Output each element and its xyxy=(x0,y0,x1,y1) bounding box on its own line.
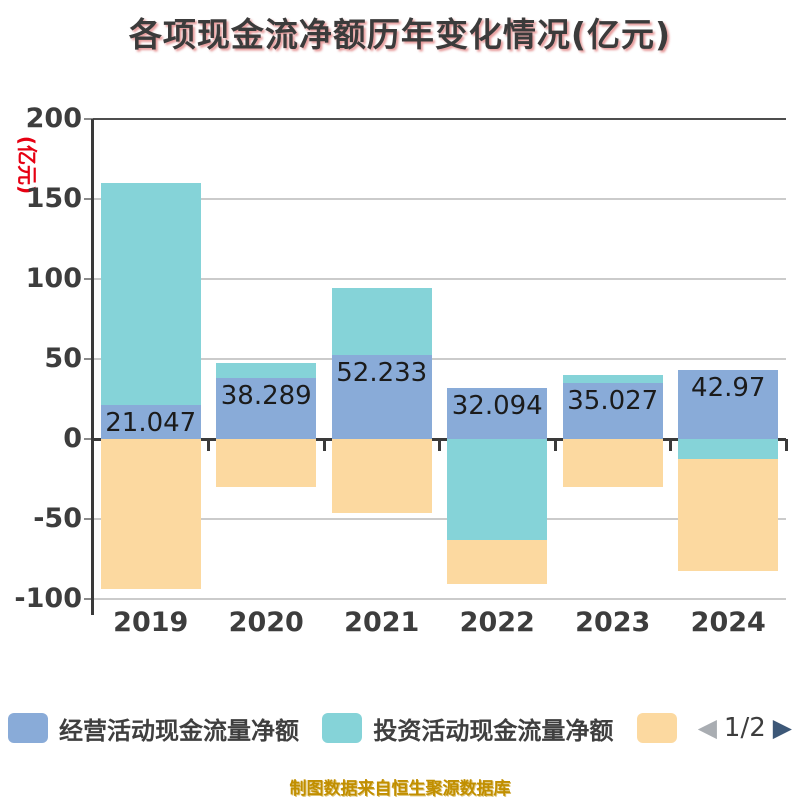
zero-line-tick-4 xyxy=(553,439,557,451)
bar-value-label-2022: 32.094 xyxy=(451,390,543,421)
zero-line-tick-6 xyxy=(784,439,788,451)
bar-segment-2023-series2 xyxy=(562,439,663,487)
zero-line-tick-1 xyxy=(207,439,210,451)
y-tick-label-200: 200 xyxy=(25,103,82,134)
y-tick-label-0: 0 xyxy=(63,423,82,454)
y-tick-200 xyxy=(84,118,93,120)
legend-swatch-investing xyxy=(322,713,363,743)
bar-segment-2023-series1 xyxy=(562,374,663,383)
y-tick-100 xyxy=(84,278,93,280)
legend-swatch-page2 xyxy=(636,713,677,743)
bar-segment-2024-series1 xyxy=(678,439,779,459)
bar-segment-2020-series2 xyxy=(216,439,317,487)
bar-segment-2022-series1 xyxy=(447,439,548,540)
bar-segment-2022-series2 xyxy=(447,539,548,584)
y-tick-150 xyxy=(84,198,93,200)
zero-line-tick-2 xyxy=(322,439,326,451)
legend: 经营活动现金流量净额 投资活动现金流量净额 ◀ 1/2 ▶ xyxy=(0,710,800,746)
bar-value-label-2019: 21.047 xyxy=(105,408,197,439)
legend-swatch-operating xyxy=(8,713,48,743)
legend-item-investing[interactable]: 投资活动现金流量净额 xyxy=(322,711,613,746)
zero-line-tick-3 xyxy=(438,439,441,451)
y-tick--100 xyxy=(84,598,93,600)
y-tick-label-100: 100 xyxy=(25,263,82,294)
bar-segment-2019-series2 xyxy=(100,439,201,589)
bar-segment-2019-series0 xyxy=(100,405,201,439)
y-tick--50 xyxy=(84,518,93,520)
footer-credit: 制图数据来自恒生聚源数据库 xyxy=(289,779,511,799)
y-axis-spine xyxy=(91,119,94,615)
bar-value-label-2021: 52.233 xyxy=(336,358,428,389)
x-axis-label-2019: 2019 xyxy=(113,607,189,638)
bar-segment-2020-series0 xyxy=(216,377,317,439)
y-tick-label--50: -50 xyxy=(33,503,82,534)
bar-segment-2022-series0 xyxy=(447,387,548,439)
gridline-100 xyxy=(93,278,786,280)
legend-pager: ◀ 1/2 ▶ xyxy=(698,713,792,743)
bar-value-label-2023: 35.027 xyxy=(567,385,659,416)
bar-segment-2024-series2 xyxy=(678,458,779,571)
legend-prev-arrow-icon[interactable]: ◀ xyxy=(697,713,717,742)
legend-item-page2[interactable]: ◀ 1/2 ▶ xyxy=(636,713,792,743)
x-axis-label-2024: 2024 xyxy=(690,607,766,638)
x-axis-label-2021: 2021 xyxy=(344,607,420,638)
legend-label-investing: 投资活动现金流量净额 xyxy=(373,716,614,745)
bar-segment-2021-series1 xyxy=(331,288,432,356)
gridline-200 xyxy=(93,118,786,120)
gridline-50 xyxy=(93,358,786,360)
gridline--100 xyxy=(93,598,786,600)
x-axis-label-2020: 2020 xyxy=(228,607,304,638)
legend-next-arrow-icon[interactable]: ▶ xyxy=(772,713,792,742)
y-tick-label--100: -100 xyxy=(14,583,82,614)
bar-value-label-2020: 38.289 xyxy=(220,380,312,411)
bar-segment-2023-series0 xyxy=(562,382,663,439)
y-tick-0 xyxy=(84,438,93,440)
x-axis-label-2023: 2023 xyxy=(575,607,651,638)
bar-segment-2021-series2 xyxy=(331,439,432,514)
gridline--50 xyxy=(93,518,786,520)
zero-line-tick-5 xyxy=(669,439,672,451)
x-axis-label-2022: 2022 xyxy=(459,607,535,638)
gridline-150 xyxy=(93,198,786,200)
y-tick-label-150: 150 xyxy=(25,183,82,214)
bar-segment-2020-series1 xyxy=(216,363,317,378)
bar-segment-2019-series1 xyxy=(100,183,201,406)
legend-label-operating: 经营活动现金流量净额 xyxy=(59,716,299,745)
legend-page-indicator: 1/2 xyxy=(723,713,766,743)
bar-value-label-2024: 42.97 xyxy=(691,373,766,404)
bar-segment-2021-series0 xyxy=(331,355,432,439)
y-tick-label-50: 50 xyxy=(44,343,82,374)
legend-item-operating[interactable]: 经营活动现金流量净额 xyxy=(8,711,299,746)
y-tick-50 xyxy=(84,358,93,360)
chart-title: 各项现金流净额历年变化情况(亿元) xyxy=(128,15,672,54)
bar-segment-2024-series0 xyxy=(678,370,779,439)
